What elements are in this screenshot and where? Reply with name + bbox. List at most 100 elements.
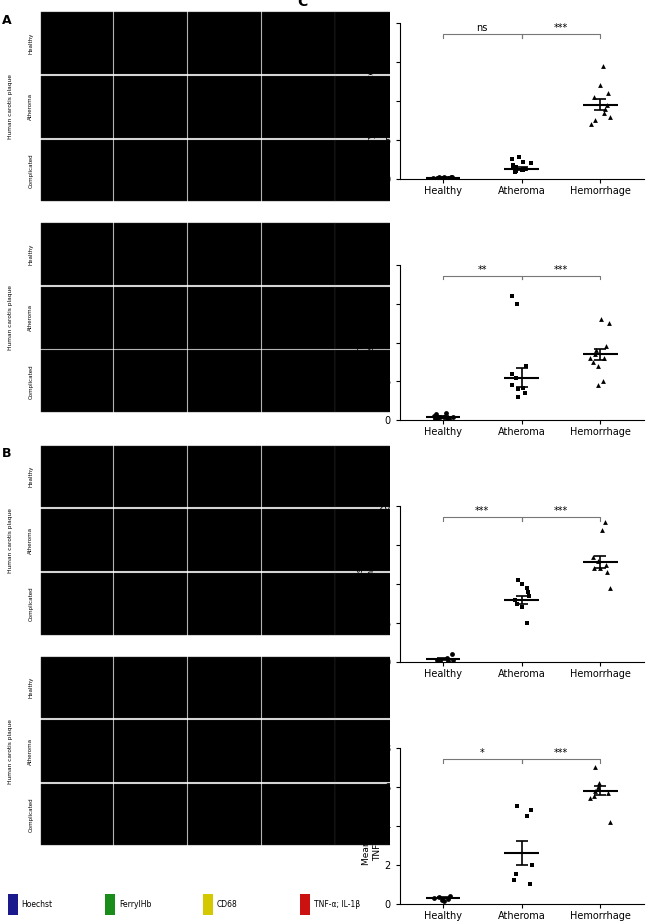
Text: Overlay: Overlay bbox=[359, 664, 384, 668]
Point bbox=[510, 164, 520, 179]
Text: Complicated: Complicated bbox=[29, 798, 33, 832]
Point bbox=[593, 378, 604, 393]
Text: Human carotis plaque: Human carotis plaque bbox=[8, 285, 13, 350]
Point bbox=[512, 382, 523, 396]
Text: Human carotis plaque: Human carotis plaque bbox=[8, 718, 13, 784]
Bar bbox=[40, 720, 114, 782]
Text: Overlay: Overlay bbox=[359, 230, 384, 235]
Point bbox=[603, 86, 613, 100]
Point bbox=[590, 113, 601, 128]
Point bbox=[443, 892, 454, 906]
Text: FerrylHb: FerrylHb bbox=[119, 900, 151, 909]
Bar bbox=[335, 720, 408, 782]
Point bbox=[430, 407, 441, 421]
Bar bbox=[335, 13, 408, 74]
Point bbox=[443, 410, 454, 425]
Point bbox=[447, 169, 458, 183]
Point bbox=[522, 809, 532, 823]
Text: ***: *** bbox=[475, 506, 489, 516]
Point bbox=[443, 654, 453, 668]
Point bbox=[510, 867, 521, 881]
Point bbox=[589, 789, 599, 804]
Bar bbox=[188, 76, 261, 137]
Bar bbox=[114, 573, 187, 634]
Bar bbox=[114, 656, 187, 718]
Text: Hoechst: Hoechst bbox=[21, 900, 53, 909]
Text: ***: *** bbox=[554, 748, 568, 758]
Bar bbox=[40, 573, 114, 634]
Point bbox=[434, 410, 445, 425]
Text: Overlay: Overlay bbox=[359, 453, 384, 457]
Point bbox=[445, 889, 456, 904]
Bar bbox=[40, 76, 114, 137]
Text: Atheroma: Atheroma bbox=[29, 526, 33, 554]
Bar bbox=[114, 287, 187, 349]
Text: B: B bbox=[2, 447, 12, 460]
Bar bbox=[40, 13, 114, 74]
Bar bbox=[188, 573, 261, 634]
Point bbox=[520, 385, 530, 400]
Bar bbox=[335, 509, 408, 571]
Y-axis label: Mean intensity of
TNF-α stainings: Mean intensity of TNF-α stainings bbox=[362, 786, 382, 865]
Point bbox=[438, 171, 448, 185]
Text: A: A bbox=[2, 14, 12, 27]
Text: Healthy: Healthy bbox=[29, 243, 33, 265]
Point bbox=[520, 161, 530, 176]
Bar bbox=[114, 13, 187, 74]
Bar bbox=[188, 445, 261, 507]
Text: CD68: CD68 bbox=[216, 900, 237, 909]
Bar bbox=[188, 223, 261, 285]
Text: Complicated: Complicated bbox=[29, 153, 33, 188]
Bar bbox=[262, 656, 335, 718]
Point bbox=[595, 561, 606, 576]
Text: ***: *** bbox=[554, 265, 568, 275]
Text: Hoechst: Hoechst bbox=[64, 230, 90, 235]
Bar bbox=[335, 350, 408, 412]
Point bbox=[526, 857, 537, 872]
Text: Human carotis plaque: Human carotis plaque bbox=[8, 75, 13, 139]
Point bbox=[433, 409, 443, 424]
Point bbox=[517, 162, 528, 177]
Point bbox=[512, 798, 523, 813]
Point bbox=[603, 98, 613, 112]
Point bbox=[441, 410, 452, 425]
Bar bbox=[40, 656, 114, 718]
Point bbox=[523, 585, 533, 599]
Point bbox=[429, 408, 439, 423]
Point bbox=[512, 573, 523, 587]
Point bbox=[509, 873, 519, 888]
Point bbox=[434, 171, 445, 186]
Text: Atheroma: Atheroma bbox=[29, 738, 33, 764]
Bar bbox=[335, 139, 408, 201]
Text: Complicated: Complicated bbox=[29, 586, 33, 621]
Text: Healthy: Healthy bbox=[29, 466, 33, 488]
Bar bbox=[40, 223, 114, 285]
Point bbox=[432, 410, 443, 425]
Bar bbox=[114, 720, 187, 782]
Text: FerrylHb: FerrylHb bbox=[138, 453, 164, 457]
Text: Hoechst: Hoechst bbox=[64, 453, 90, 457]
Point bbox=[525, 156, 536, 171]
Bar bbox=[40, 287, 114, 349]
Bar bbox=[8, 894, 18, 915]
Point bbox=[508, 160, 518, 174]
Point bbox=[526, 803, 536, 818]
Bar bbox=[335, 223, 408, 285]
Point bbox=[605, 109, 616, 124]
Y-axis label: FerrylHb mean intensity: FerrylHb mean intensity bbox=[367, 46, 376, 156]
Point bbox=[508, 158, 518, 172]
Point bbox=[591, 343, 601, 358]
Bar bbox=[40, 445, 114, 507]
Point bbox=[585, 791, 595, 806]
Point bbox=[514, 149, 524, 164]
Bar bbox=[40, 784, 114, 845]
Point bbox=[434, 890, 444, 904]
Text: Healthy: Healthy bbox=[29, 32, 33, 54]
Point bbox=[521, 616, 532, 631]
Point bbox=[522, 581, 532, 596]
Bar bbox=[188, 784, 261, 845]
Point bbox=[439, 170, 449, 184]
Bar bbox=[188, 13, 261, 74]
Point bbox=[604, 581, 615, 596]
Text: IL-1β: IL-1β bbox=[291, 19, 306, 24]
